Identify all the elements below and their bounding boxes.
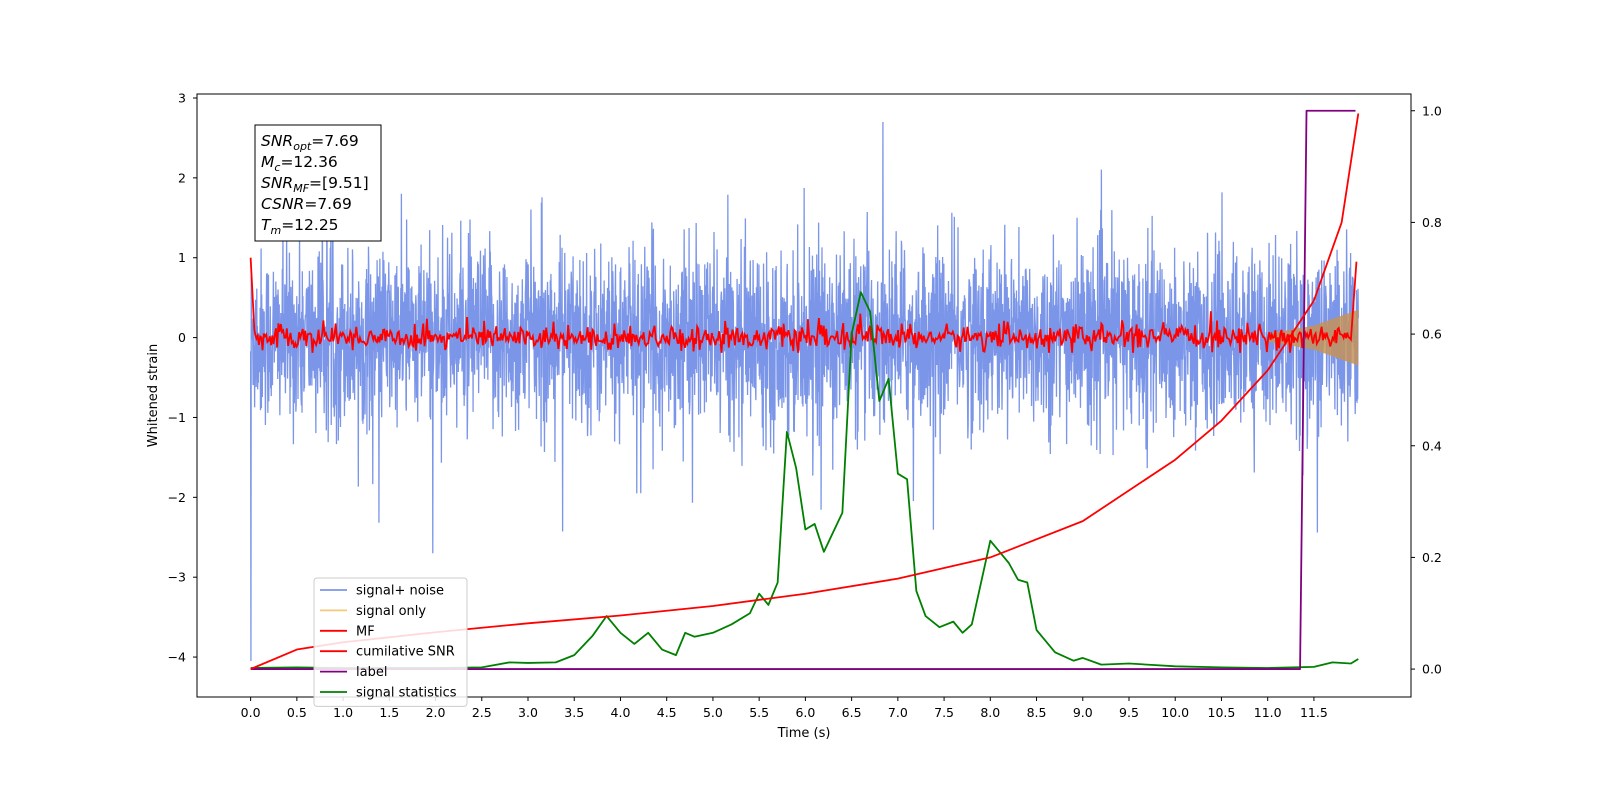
y-tick-label-right: 0.8 [1422, 215, 1442, 230]
x-tick-label: 3.5 [564, 705, 584, 720]
x-tick-label: 3.0 [518, 705, 538, 720]
x-tick-label: 4.5 [657, 705, 677, 720]
y-tick-label-right: 1.0 [1422, 103, 1442, 118]
stats-box-frame [254, 124, 382, 242]
series-label [250, 109, 1356, 670]
y-tick-label-right: 0.2 [1422, 550, 1442, 565]
legend-entry: cumilative SNR [356, 645, 455, 660]
y-axis-label-left: Whitened strain [146, 344, 161, 447]
y-tick-label-left: −3 [168, 570, 186, 585]
x-tick-label: 9.0 [1073, 705, 1093, 720]
x-tick-label: 5.5 [749, 705, 769, 720]
stat-line: SNRMF=[9.51] [261, 174, 369, 195]
y-tick-label-right: 0.4 [1422, 438, 1442, 453]
stat-line: SNRopt=7.69 [261, 132, 359, 153]
stat-line: Tm=12.25 [261, 216, 339, 237]
legend-entry: label [356, 665, 387, 680]
stat-line: CSNR=7.69 [261, 195, 352, 213]
y-tick-label-left: 1 [178, 250, 186, 265]
y-tick-label-left: −4 [168, 650, 186, 665]
x-tick-label: 7.5 [934, 705, 954, 720]
legend-entry: signal only [356, 604, 426, 619]
y-tick-label-left: −1 [168, 410, 186, 425]
y-tick-label-right: 0.0 [1422, 662, 1442, 677]
x-tick-label: 11.0 [1254, 705, 1282, 720]
stats-box: SNRopt=7.69Mc=12.36SNRMF=[9.51]CSNR=7.69… [254, 124, 382, 242]
x-tick-label: 1.0 [333, 705, 353, 720]
legend-frame [313, 577, 468, 707]
ticks-layer: 0.0 0.5 1.0 1.5 2.0 2.5 3.0 3.5 4.0 4.5 5.0 5.5 6.0 6… [168, 90, 1442, 720]
series-signal-statistics [250, 291, 1359, 669]
x-tick-label: 4.0 [611, 705, 631, 720]
x-tick-label: 5.0 [703, 705, 723, 720]
x-tick-label: 1.5 [379, 705, 399, 720]
y-tick-label-right: 0.6 [1422, 327, 1442, 342]
x-tick-label: 10.5 [1208, 705, 1236, 720]
x-tick-label: 6.5 [842, 705, 862, 720]
x-tick-label: 11.5 [1300, 705, 1328, 720]
x-tick-label: 2.0 [426, 705, 446, 720]
x-tick-label: 8.5 [1027, 705, 1047, 720]
series-signal-noise [249, 121, 1359, 662]
x-tick-label: 0.5 [287, 705, 307, 720]
y-tick-label-left: 3 [178, 90, 186, 105]
legend-entry: MF [356, 624, 375, 639]
legend: signal+ noise signal only MF cumilative SNR… [313, 577, 468, 707]
y-tick-label-left: 0 [178, 330, 186, 345]
y-tick-label-left: 2 [178, 170, 186, 185]
x-tick-label: 10.0 [1161, 705, 1189, 720]
stat-line: Mc=12.36 [261, 153, 338, 174]
x-axis-label: Time (s) [777, 726, 831, 741]
legend-entry: signal statistics [356, 686, 457, 701]
plot-area [196, 93, 1412, 698]
x-tick-label: 6.0 [795, 705, 815, 720]
x-tick-label: 0.0 [241, 705, 261, 720]
series-mf [249, 257, 1358, 353]
x-tick-label: 7.0 [888, 705, 908, 720]
legend-entry: signal+ noise [356, 584, 444, 599]
x-tick-label: 2.5 [472, 705, 492, 720]
x-tick-label: 9.5 [1119, 705, 1139, 720]
series-signal-only [1267, 309, 1359, 366]
y-tick-label-left: −2 [168, 490, 186, 505]
x-tick-label: 8.0 [980, 705, 1000, 720]
